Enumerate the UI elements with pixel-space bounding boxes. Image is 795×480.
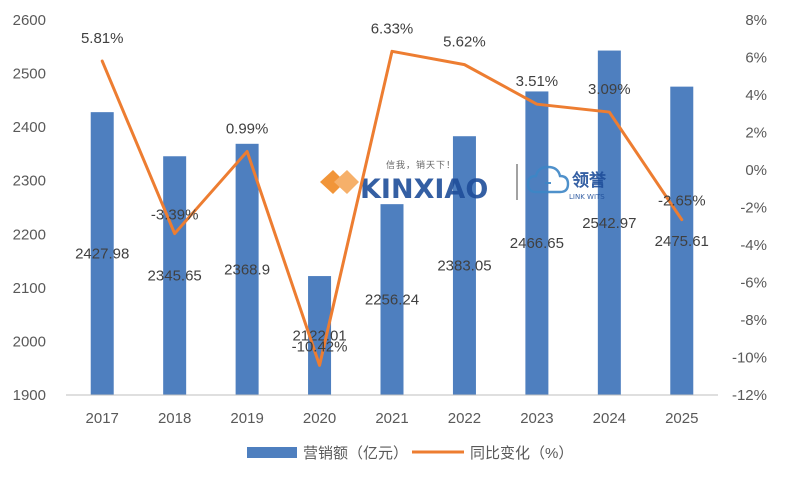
left-tick-label: 2300 bbox=[13, 173, 46, 190]
watermark-partner-name: 领誉 bbox=[572, 170, 607, 191]
bar-data-label: 2475.61 bbox=[655, 233, 709, 250]
x-tick-label: 2020 bbox=[303, 410, 336, 427]
bar-series bbox=[90, 50, 694, 396]
right-tick-label: -10% bbox=[732, 350, 767, 367]
bar-data-label: 2466.65 bbox=[510, 235, 564, 252]
bar-data-label: 2383.05 bbox=[437, 258, 491, 275]
right-tick-label: -12% bbox=[732, 387, 767, 404]
right-axis-ticks: -12% -10% -8% -6% -4% -2% 0% 2% 4% 6% 8% bbox=[732, 12, 767, 404]
bar bbox=[597, 50, 621, 395]
x-tick-label: 2017 bbox=[86, 410, 119, 427]
left-axis-ticks: 1900 2000 2100 2200 2300 2400 2500 2600 bbox=[13, 12, 46, 404]
line-data-label: 3.51% bbox=[516, 73, 559, 90]
line-data-label: 5.81% bbox=[81, 30, 124, 47]
line-data-label: -3.39% bbox=[151, 207, 199, 224]
bar bbox=[380, 204, 404, 395]
bar-data-labels: 2427.98 2345.65 2368.9 2122.01 2256.24 2383.0… bbox=[75, 215, 709, 345]
bar bbox=[452, 136, 476, 396]
line-data-labels: 5.81% -3.39% 0.99% -10.42% 6.33% 5.62% 3.51% 3.… bbox=[81, 20, 706, 355]
x-tick-label: 2023 bbox=[520, 410, 553, 427]
watermark-logo: 信我，销天下！ KINXIAO 领誉 LINK WITS bbox=[320, 159, 607, 205]
legend-label-line: 同比变化（%） bbox=[470, 445, 573, 462]
bar-data-label: 2427.98 bbox=[75, 246, 129, 263]
right-tick-label: -4% bbox=[740, 237, 767, 254]
left-tick-label: 2600 bbox=[13, 12, 46, 29]
legend-swatch-bar bbox=[247, 447, 297, 458]
x-tick-label: 2018 bbox=[158, 410, 191, 427]
bar bbox=[308, 276, 332, 395]
right-tick-label: 6% bbox=[745, 50, 767, 67]
kinxiao-logo-icon bbox=[320, 170, 359, 194]
right-tick-label: -6% bbox=[740, 275, 767, 292]
right-tick-label: 8% bbox=[745, 12, 767, 29]
right-tick-label: -2% bbox=[740, 200, 767, 217]
bar-data-label: 2345.65 bbox=[148, 268, 202, 285]
left-tick-label: 2000 bbox=[13, 333, 46, 350]
right-tick-label: -8% bbox=[740, 312, 767, 329]
bar bbox=[670, 86, 694, 395]
bar bbox=[163, 156, 187, 395]
line-data-label: 0.99% bbox=[226, 120, 269, 137]
x-tick-label: 2022 bbox=[448, 410, 481, 427]
left-tick-label: 2100 bbox=[13, 280, 46, 297]
line-data-label: -10.42% bbox=[292, 338, 348, 355]
right-tick-label: 2% bbox=[745, 125, 767, 142]
right-tick-label: 4% bbox=[745, 87, 767, 104]
bar bbox=[90, 112, 114, 396]
right-tick-label: 0% bbox=[745, 162, 767, 179]
legend: 营销额（亿元） 同比变化（%） bbox=[247, 445, 573, 462]
legend-label-bar: 营销额（亿元） bbox=[303, 445, 408, 462]
watermark-partner-sub: LINK WITS bbox=[569, 193, 605, 201]
left-tick-label: 2400 bbox=[13, 119, 46, 136]
line-data-label: 6.33% bbox=[371, 20, 414, 37]
left-tick-label: 1900 bbox=[13, 387, 46, 404]
x-tick-label: 2025 bbox=[665, 410, 698, 427]
bar-data-label: 2542.97 bbox=[582, 215, 636, 232]
bar-data-label: 2122.01 bbox=[292, 328, 346, 345]
line-data-label: 3.09% bbox=[588, 81, 631, 98]
line-series-yoy bbox=[100, 49, 684, 367]
cloud-icon bbox=[526, 165, 570, 194]
bar-data-label: 2368.9 bbox=[224, 261, 270, 278]
watermark-slogan: 信我，销天下！ bbox=[386, 159, 456, 171]
left-tick-label: 2500 bbox=[13, 66, 46, 83]
x-axis-ticks: 2017 2018 2019 2020 2021 2022 2023 2024 2025 bbox=[86, 410, 699, 427]
bar-data-label: 2256.24 bbox=[365, 292, 419, 309]
x-tick-label: 2021 bbox=[375, 410, 408, 427]
x-tick-label: 2024 bbox=[593, 410, 626, 427]
bar bbox=[235, 143, 259, 395]
line-data-label: -2.65% bbox=[658, 193, 706, 210]
watermark-brand: KINXIAO bbox=[360, 174, 488, 205]
left-tick-label: 2200 bbox=[13, 226, 46, 243]
line-data-label: 5.62% bbox=[443, 34, 486, 51]
x-tick-label: 2019 bbox=[230, 410, 263, 427]
